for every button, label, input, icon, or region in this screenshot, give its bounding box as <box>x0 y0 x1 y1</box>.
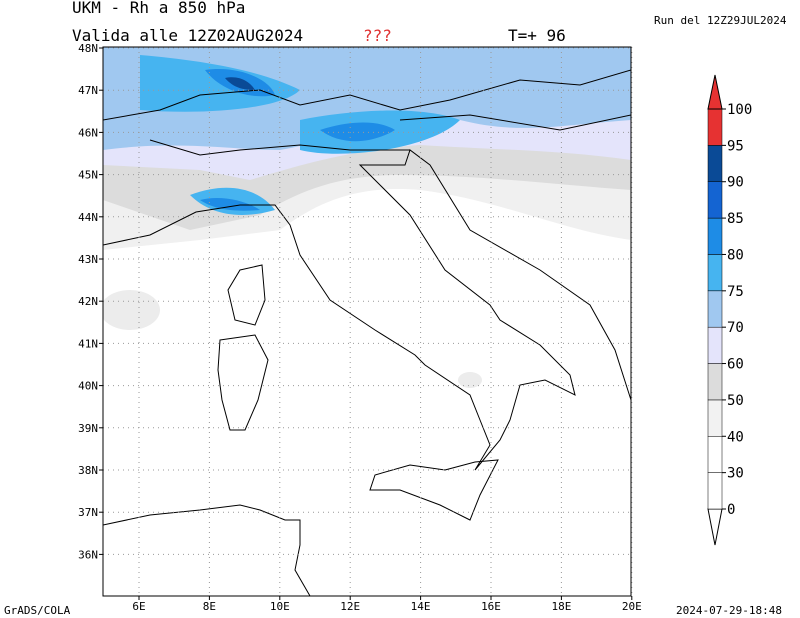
lat-tick-label: 36N <box>78 548 98 561</box>
colorbar-segment <box>707 217 723 255</box>
lon-tick-label: 8E <box>203 600 216 613</box>
lat-tick-label: 40N <box>78 380 98 393</box>
valid-time: Valida alle 12Z02AUG2024 <box>72 26 303 45</box>
lat-tick-label: 47N <box>78 84 98 97</box>
colorbar-segment <box>707 181 723 219</box>
footer-left: GrADS/COLA <box>4 604 71 617</box>
colorbar-label: 70 <box>727 320 744 336</box>
map-frame <box>102 46 632 597</box>
colorbar-label: 75 <box>727 284 744 300</box>
colorbar-label: 50 <box>727 393 744 409</box>
lat-tick-label: 38N <box>78 464 98 477</box>
footer-right: 2024-07-29-18:48 <box>676 604 782 617</box>
colorbar-segment <box>707 290 723 328</box>
colorbar-label: 60 <box>727 357 744 373</box>
lon-tick-label: 12E <box>340 600 360 613</box>
colorbar-bottom-triangle <box>707 508 723 546</box>
colorbar-segment <box>707 472 723 510</box>
colorbar-label: 100 <box>727 102 752 118</box>
colorbar-segment <box>707 326 723 364</box>
colorbar-label: 30 <box>727 466 744 482</box>
colorbar-label: 90 <box>727 175 744 191</box>
flag: ??? <box>363 26 392 45</box>
colorbar-segment <box>707 436 723 473</box>
colorbar-label: 80 <box>727 247 744 263</box>
lat-tick-label: 43N <box>78 253 98 266</box>
lat-tick-label: 42N <box>78 295 98 308</box>
colorbar-label: 40 <box>727 429 744 445</box>
lon-tick-label: 14E <box>411 600 431 613</box>
lat-tick-label: 39N <box>78 422 98 435</box>
graticule: 6E 8E 10E 12E 14E 16E 18E 20E 48N 47N 46N 45N 44N 43N… <box>78 42 642 613</box>
run-time: Run del 12Z29JUL2024 <box>654 14 787 27</box>
map-field <box>103 47 631 596</box>
lat-tick-label: 45N <box>78 169 98 182</box>
lon-tick-label: 20E <box>622 600 642 613</box>
lon-tick-label: 10E <box>270 600 290 613</box>
colorbar: 0 30 40 50 60 70 75 80 85 90 95 100 <box>707 74 752 546</box>
colorbar-segment <box>707 399 723 437</box>
colorbar-segment <box>707 363 723 401</box>
lon-tick-label: 6E <box>132 600 145 613</box>
colorbar-label: 85 <box>727 211 744 227</box>
colorbar-label: 95 <box>727 138 744 154</box>
coastlines <box>103 69 631 596</box>
colorbar-segment <box>707 108 723 146</box>
lat-tick-label: 46N <box>78 126 98 139</box>
lat-tick-label: 41N <box>78 337 98 350</box>
lead-time: T=+ 96 <box>508 26 566 45</box>
lat-tick-label: 44N <box>78 211 98 224</box>
colorbar-top-triangle <box>707 74 723 110</box>
lat-tick-label: 48N <box>78 42 98 55</box>
colorbar-label: 0 <box>727 502 735 518</box>
colorbar-segment <box>707 145 723 182</box>
lon-tick-label: 16E <box>481 600 501 613</box>
colorbar-segment <box>707 254 723 292</box>
title: UKM - Rh a 850 hPa <box>72 0 245 17</box>
lon-tick-label: 18E <box>551 600 571 613</box>
lat-tick-label: 37N <box>78 506 98 519</box>
